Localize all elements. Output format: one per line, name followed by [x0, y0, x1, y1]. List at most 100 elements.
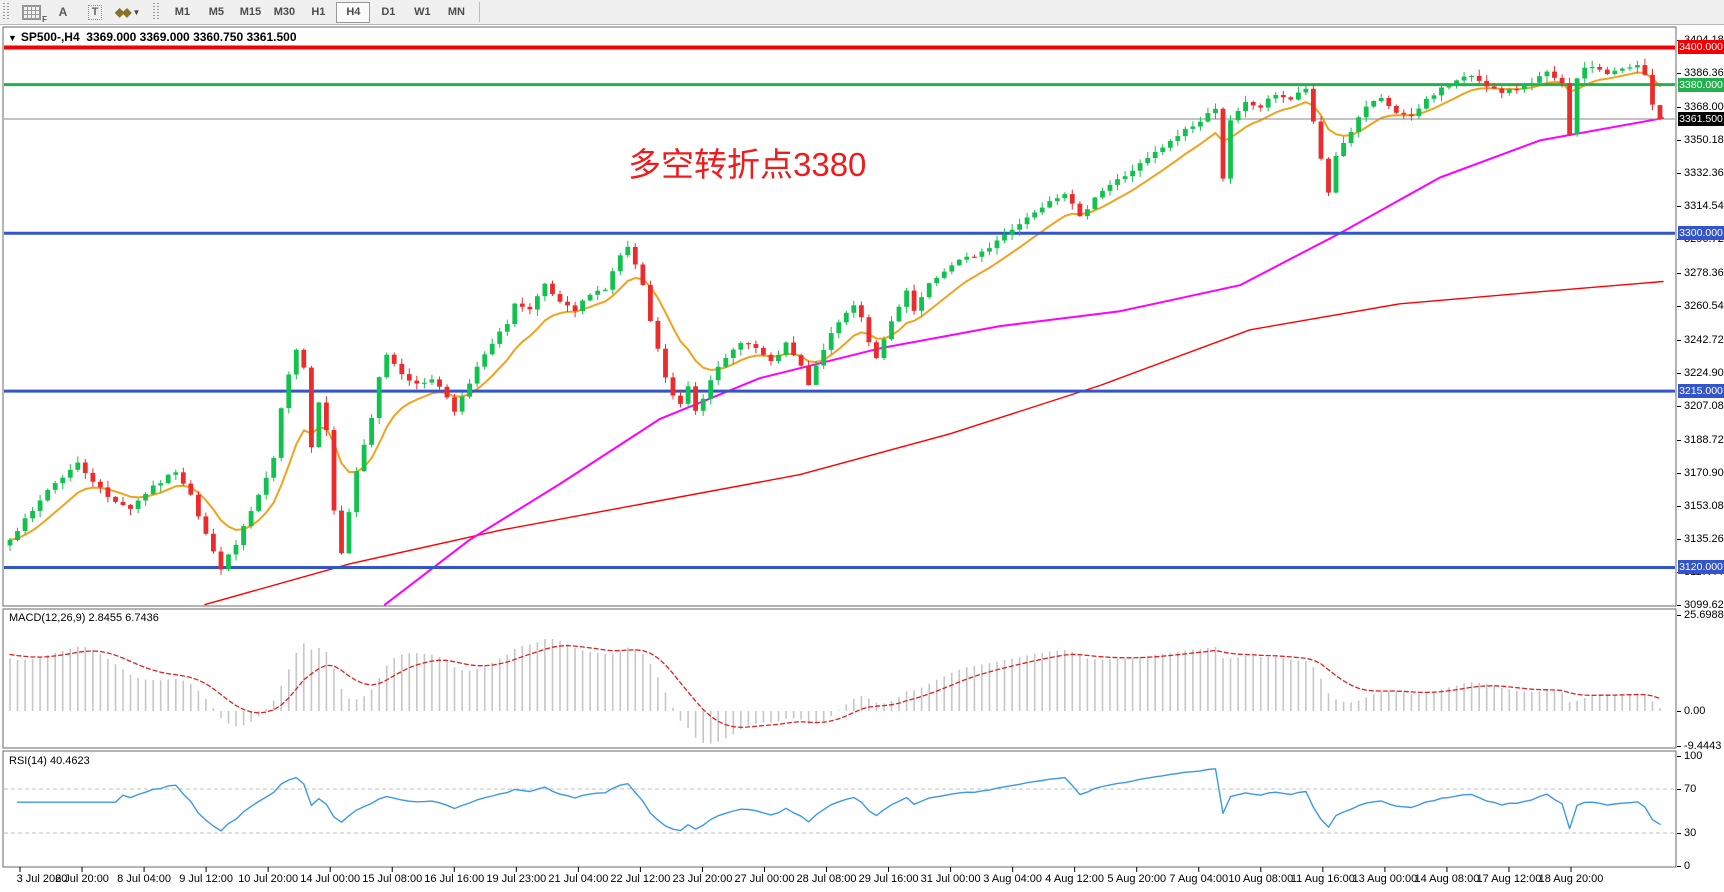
tf-button-h1[interactable]: H1 [311, 6, 326, 18]
rsi-indicator-label: RSI(14) 40.4623 [9, 755, 90, 767]
text-label-button[interactable]: A [47, 2, 79, 23]
time-axis-label: 5 Aug 20:00 [1107, 873, 1167, 885]
tf-button-m1[interactable]: M1 [174, 6, 191, 18]
chart-area: ▼ SP500-,H4 3369.000 3369.000 3360.750 33… [0, 25, 1724, 892]
toolbar: F A T ◆◆ ▼ M1 M5 M15 M30 H1 H4 D1 W1 MN [0, 0, 1724, 25]
tf-button-m30[interactable]: M30 [273, 6, 296, 18]
time-axis-label: 16 Jul 16:00 [424, 873, 485, 885]
price-axis-label: 3153.080 [1684, 500, 1724, 513]
toolbar-separator [479, 2, 481, 22]
rsi-axis-label: 100 [1684, 750, 1703, 762]
time-axis-label: 7 Aug 04:00 [1169, 873, 1229, 885]
price-axis-label: 3188.720 [1684, 433, 1724, 446]
text-box-button[interactable]: T [79, 2, 111, 23]
symbol-name: SP500-,H4 [20, 30, 80, 44]
time-axis-label: 14 Aug 08:00 [1414, 873, 1480, 885]
price-level-badge: 3300.000 [1678, 226, 1724, 241]
price-axis-tick [1677, 106, 1681, 108]
macd-axis-tick [1677, 615, 1681, 616]
time-axis-label: 23 Jul 20:00 [672, 873, 733, 885]
price-level-badge: 3380.000 [1678, 77, 1724, 92]
price-axis-label: 3350.180 [1684, 134, 1724, 147]
price-axis-tick [1677, 506, 1681, 508]
price-axis-tick [1677, 339, 1681, 341]
time-axis-label: 22 Jul 12:00 [610, 873, 671, 885]
grid-icon [21, 4, 41, 20]
time-axis-label: 6 Jul 20:00 [55, 873, 109, 885]
time-axis-label: 19 Jul 23:00 [486, 873, 547, 885]
price-axis-tick [1677, 472, 1681, 474]
price-level-badge: 3120.000 [1678, 560, 1724, 575]
text-label-icon: A [58, 5, 68, 19]
macd-axis-tick [1677, 711, 1681, 712]
price-axis-label: 3314.540 [1684, 200, 1724, 213]
price-axis-label: 3242.720 [1684, 333, 1724, 346]
tf-button-mn[interactable]: MN [447, 6, 465, 18]
price-axis-label: 3207.080 [1684, 399, 1724, 412]
collapse-triangle-icon[interactable]: ▼ [8, 33, 17, 43]
price-axis-tick [1677, 39, 1681, 41]
toolbar-drag-grip[interactable] [152, 3, 163, 21]
time-axis-label: 29 Jul 16:00 [858, 873, 919, 885]
time-axis-label: 8 Jul 04:00 [117, 873, 171, 885]
price-level-badge: 3400.000 [1678, 40, 1724, 55]
time-axis-label: 18 Aug 20:00 [1538, 873, 1604, 885]
toolbar-drag-grip[interactable] [2, 3, 12, 21]
price-axis-tick [1677, 273, 1681, 275]
price-level-badge: 3215.000 [1678, 384, 1724, 399]
arrows-icon: ◆◆ [115, 5, 132, 19]
time-axis-label: 10 Jul 20:00 [238, 873, 299, 885]
macd-axis-label: 0.00 [1684, 705, 1706, 717]
time-axis-label: 13 Aug 00:00 [1352, 873, 1418, 885]
rsi-axis-label: 0 [1684, 860, 1691, 872]
chart-canvas[interactable] [0, 25, 1724, 892]
chart-annotation-text: 多空转折点3380 [628, 146, 867, 183]
rsi-axis-label: 70 [1684, 783, 1697, 795]
price-axis-tick [1677, 605, 1681, 607]
time-axis-label: 17 Aug 12:00 [1476, 873, 1542, 885]
text-box-icon: T [87, 4, 103, 20]
price-axis-tick [1677, 539, 1681, 541]
tf-button-h4[interactable]: H4 [336, 1, 371, 23]
time-axis-label: 28 Jul 08:00 [796, 873, 857, 885]
arrows-tool-button[interactable]: ◆◆ ▼ [111, 2, 144, 23]
time-axis-label: 3 Aug 04:00 [983, 873, 1042, 885]
time-axis-label: 9 Jul 12:00 [179, 873, 234, 885]
price-axis-tick [1677, 405, 1681, 407]
macd-indicator-label: MACD(12,26,9) 2.8455 6.7436 [9, 612, 159, 624]
price-axis-tick [1677, 439, 1681, 441]
price-axis-label: 3224.900 [1684, 366, 1724, 379]
time-axis-label: 11 Aug 16:00 [1290, 873, 1355, 885]
chart-title: ▼ SP500-,H4 3369.000 3369.000 3360.750 33… [8, 30, 297, 44]
macd-axis-label: -9.4443 [1684, 740, 1722, 753]
tf-button-m15[interactable]: M15 [239, 6, 262, 18]
indicators-grid-button[interactable]: F [15, 2, 47, 24]
price-axis-label: 3260.540 [1684, 300, 1724, 313]
price-axis-tick [1677, 206, 1681, 208]
price-axis-label: 3099.620 [1684, 599, 1724, 612]
time-axis-label: 4 Aug 12:00 [1045, 873, 1105, 885]
rsi-axis-tick [1677, 756, 1681, 757]
price-axis-tick [1677, 173, 1681, 175]
time-axis-label: 31 Jul 00:00 [920, 873, 981, 885]
tf-button-d1[interactable]: D1 [381, 6, 396, 18]
price-axis-label: 3278.360 [1684, 267, 1724, 280]
chevron-down-icon: ▼ [132, 7, 141, 17]
price-axis-tick [1677, 372, 1681, 374]
time-axis-label: 10 Aug 08:00 [1228, 873, 1294, 885]
price-axis-tick [1677, 72, 1681, 74]
price-axis-tick [1677, 140, 1681, 142]
price-level-badge: 3361.500 [1678, 111, 1724, 126]
ohlc-values: 3369.000 3369.000 3360.750 3361.500 [86, 30, 297, 44]
rsi-axis-tick [1677, 789, 1681, 790]
price-axis-label: 3135.260 [1684, 533, 1724, 546]
macd-axis-label: 25.6988 [1684, 609, 1724, 621]
tf-button-m5[interactable]: M5 [208, 6, 225, 18]
grid-f-label: F [42, 14, 47, 24]
time-axis-label: 15 Jul 08:00 [362, 873, 423, 885]
price-axis-label: 3386.360 [1684, 66, 1724, 79]
rsi-axis-tick [1677, 866, 1681, 867]
tf-button-w1[interactable]: W1 [414, 6, 431, 18]
rsi-axis-tick [1677, 833, 1681, 834]
